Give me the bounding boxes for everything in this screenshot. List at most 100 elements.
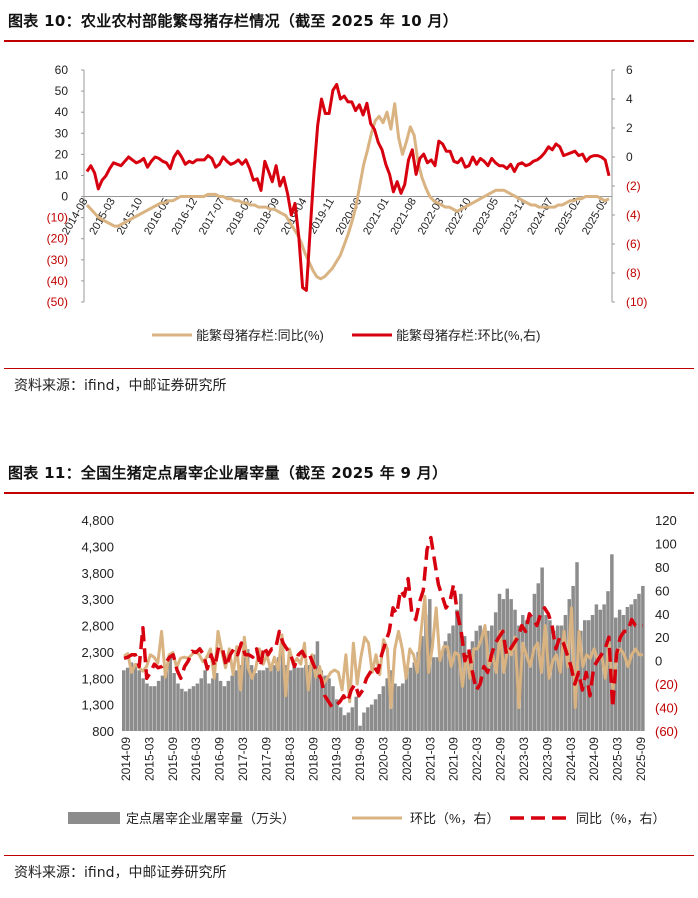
left-tick-label: (10) [47,211,68,225]
slaughter-bar [385,678,389,732]
right-tick-label: (4) [626,208,641,222]
x-tick-label: 2021-03 [423,737,437,781]
slaughter-bar [172,673,176,731]
slaughter-bar [521,615,525,731]
left-tick-label: 0 [61,190,68,204]
slaughter-bar [462,636,467,731]
slaughter-bar [435,657,440,731]
slaughter-bar [517,625,521,731]
x-tick-label: 2025-09 [634,737,648,781]
slaughter-bar [284,665,289,731]
slaughter-bar [176,683,180,731]
slaughter-bar [338,707,343,731]
right-tick-label: (40) [655,701,678,716]
slaughter-bar [594,604,599,731]
slaughter-bar [629,604,633,731]
slaughter-bar [218,680,223,731]
slaughter-bar [156,680,161,731]
figure-10-top-rule [4,40,694,42]
x-tick-label: 2018-09 [306,737,320,781]
left-tick-label: 1,800 [81,671,114,686]
x-tick-label: 2019-03 [330,737,344,781]
slaughter-bar [443,641,448,731]
right-tick-label: (6) [626,237,641,251]
slaughter-bar [393,683,397,731]
slaughter-bar [288,670,293,731]
right-tick-label: (60) [655,724,678,739]
mom-line [85,83,611,292]
slaughter-bar [377,694,382,731]
slaughter-bar [346,712,351,731]
slaughter-bar [211,678,215,732]
slaughter-bar [214,673,219,731]
slaughter-bar [319,670,324,731]
slaughter-bar [280,646,285,731]
right-tick-label: 100 [655,536,677,551]
left-tick-label: 4,300 [81,539,114,554]
slaughter-bar [474,630,479,731]
x-tick-label: 2023-03 [517,737,531,781]
slaughter-bar [226,680,231,731]
slaughter-bar [431,657,436,731]
x-tick-label: 2024-09 [587,737,601,781]
slaughter-bar [350,707,355,731]
slaughter-bar [610,554,614,731]
slaughter-bar [249,665,254,731]
right-tick-label: 0 [626,150,633,164]
slaughter-bar [617,609,622,731]
left-tick-label: 20 [55,147,69,161]
slaughter-bar [586,620,591,731]
left-tick-label: (20) [47,232,68,246]
slaughter-bar [257,670,262,731]
right-tick-label: 120 [655,513,677,528]
legend-label-yoy: 能繁母猪存栏:同比(%) [196,328,324,343]
right-tick-label: 40 [655,607,669,622]
left-tick-label: 4,800 [81,513,114,528]
slaughter-bar [133,665,138,731]
slaughter-bar [555,625,560,731]
slaughter-bar [397,686,401,731]
slaughter-bar [125,667,130,731]
x-tick-label: 2017-09 [259,737,273,781]
x-tick-label: 2016-09 [213,737,227,781]
right-tick-label: 2 [626,121,633,135]
slaughter-bar [203,670,207,731]
legend-label-mom: 能繁母猪存栏:环比(%,右) [396,328,540,343]
right-tick-label: (10) [626,295,647,309]
legend-label-bars: 定点屠宰企业屠宰量（万头） [126,811,295,826]
figure-10-title: 图表 10：农业农村部能繁母猪存栏情况（截至 2025 年 10 月） [8,12,459,30]
slaughter-bar [486,630,490,731]
x-tick-label: 2017-03 [236,737,250,781]
left-tick-label: 3,800 [81,566,114,581]
slaughter-bar [447,633,451,731]
slaughter-bar [625,607,630,731]
right-tick-label: 20 [655,630,669,645]
slaughter-bar [470,641,475,731]
slaughter-bar [358,725,362,731]
figure-11-source: 资料来源：ifind，中邮证券研究所 [14,865,227,881]
slaughter-bar [195,683,200,731]
x-tick-label: 2022-03 [416,196,447,237]
left-tick-label: 800 [92,724,114,739]
yoy-line [85,102,610,281]
slaughter-bar [296,667,300,731]
slaughter-bar [149,686,153,731]
slaughter-bar [369,704,374,731]
slaughter-bar [400,683,405,731]
slaughter-bar [373,699,378,731]
slaughter-bar [439,651,444,731]
slaughter-bar [524,620,529,731]
slaughter-bar [242,657,246,731]
left-tick-label: 3,300 [81,592,114,607]
slaughter-bar [145,683,149,731]
figure-11-chart: 4,800 4,300 3,800 3,300 2,800 2,300 1,800 1,300… [68,513,678,826]
right-tick-label: 4 [626,92,633,106]
slaughter-bar [641,585,645,731]
slaughter-bar [323,675,327,731]
figure-10-source: 资料来源：ifind，中邮证券研究所 [14,378,227,394]
legend-swatch-bars [68,812,120,824]
slaughter-bar [362,712,366,731]
right-tick-label: (20) [655,677,678,692]
slaughter-bar [559,625,564,731]
slaughter-bar [532,593,537,731]
